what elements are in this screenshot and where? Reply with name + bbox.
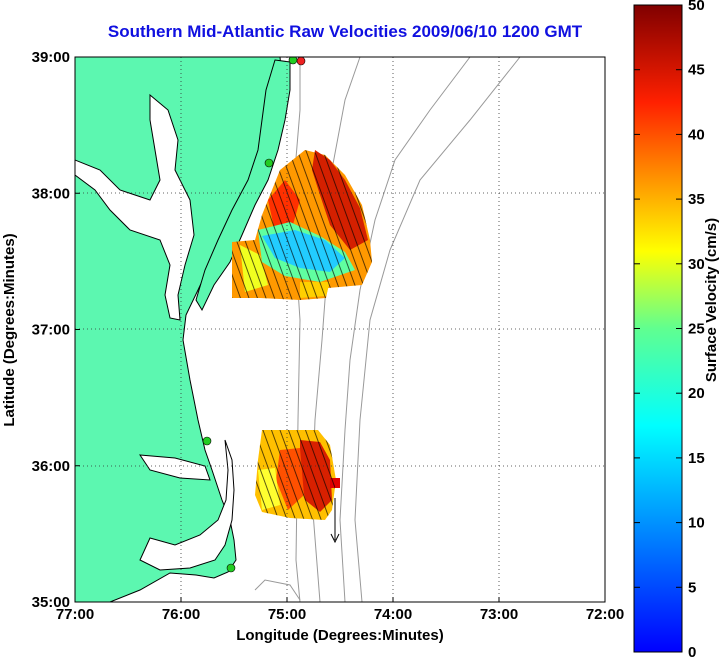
station-marker bbox=[264, 158, 274, 168]
colorbar-tick-label: 35 bbox=[688, 191, 705, 208]
y-tick-label: 36:00 bbox=[32, 458, 70, 475]
colorbar-tick-label: 10 bbox=[688, 515, 705, 532]
colorbar-tick-label: 45 bbox=[688, 62, 705, 79]
y-tick-labels: 39:00 38:00 37:00 36:00 35:00 bbox=[32, 49, 80, 611]
colorbar-tick-label: 25 bbox=[688, 321, 705, 338]
y-axis-label: Latitude (Degrees:Minutes) bbox=[1, 233, 18, 426]
map-grid bbox=[75, 57, 605, 602]
colorbar-tick-label: 20 bbox=[688, 385, 705, 402]
y-tick-label: 35:00 bbox=[32, 594, 70, 611]
colorbar-tick-label: 30 bbox=[688, 256, 705, 273]
station-marker bbox=[296, 57, 306, 66]
colorbar-gradient bbox=[633, 4, 683, 653]
x-tick-label: 77:00 bbox=[56, 606, 94, 623]
x-tick-label: 74:00 bbox=[374, 606, 412, 623]
y-tick-label: 37:00 bbox=[32, 322, 70, 339]
colorbar-tick-label: 0 bbox=[688, 644, 696, 659]
radar-stations bbox=[202, 57, 306, 573]
x-axis-label: Longitude (Degrees:Minutes) bbox=[236, 627, 444, 644]
colorbar-tick-label: 5 bbox=[688, 579, 696, 596]
x-tick-label: 76:00 bbox=[162, 606, 200, 623]
x-tick-label: 75:00 bbox=[268, 606, 306, 623]
y-tick-label: 39:00 bbox=[32, 49, 70, 66]
station-marker bbox=[202, 436, 212, 446]
colorbar-label: Surface Velocity (cm/s) bbox=[703, 218, 720, 382]
colorbar-tick-label: 50 bbox=[688, 0, 705, 14]
map-title: Southern Mid-Atlantic Raw Velocities 200… bbox=[107, 22, 583, 41]
y-tick-label: 38:00 bbox=[32, 185, 70, 202]
x-tick-label: 73:00 bbox=[480, 606, 518, 623]
colorbar-tick-label: 15 bbox=[688, 450, 705, 467]
velocity-field-south bbox=[255, 430, 340, 544]
x-tick-labels: 77:00 76:00 75:00 74:00 73:00 72:00 bbox=[56, 597, 624, 623]
colorbar: 0 5 10 15 20 25 30 35 40 45 50 Surface Velocity (c… bbox=[633, 0, 720, 659]
colorbar-tick-labels: 0 5 10 15 20 25 30 35 40 45 50 bbox=[634, 0, 705, 659]
station-marker bbox=[226, 563, 236, 573]
land bbox=[75, 57, 291, 602]
colorbar-tick-label: 40 bbox=[688, 126, 705, 143]
x-tick-label: 72:00 bbox=[586, 606, 624, 623]
